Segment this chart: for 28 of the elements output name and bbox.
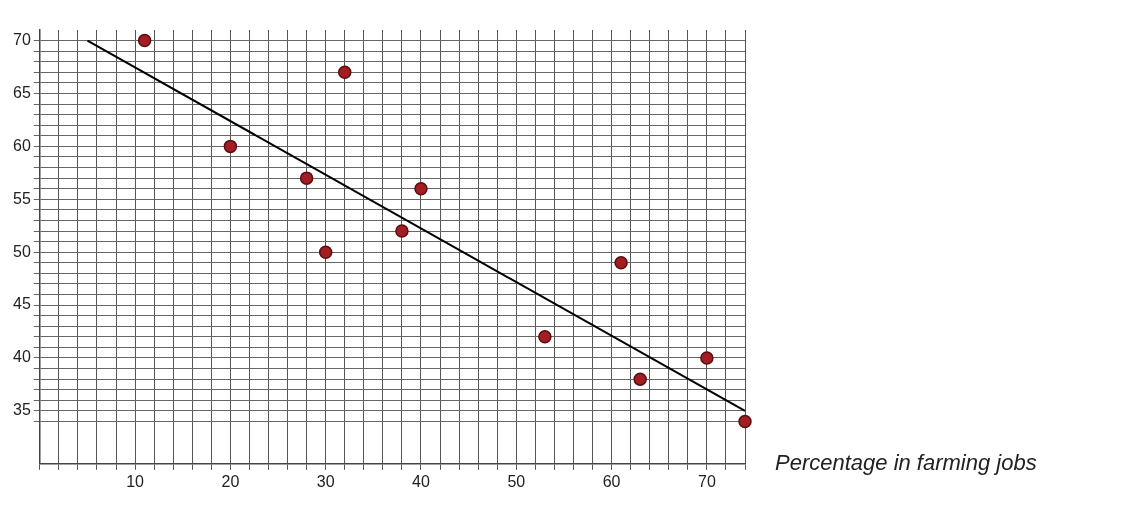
y-tick-label: 70 bbox=[13, 30, 31, 48]
point bbox=[137, 33, 152, 48]
x-tick-label: 20 bbox=[221, 472, 240, 490]
x-tick-label: 10 bbox=[126, 472, 145, 490]
y-tick-label: 40 bbox=[13, 348, 31, 366]
point bbox=[538, 330, 552, 344]
y-tick-label: 35 bbox=[13, 401, 31, 419]
x-tick-label: 50 bbox=[507, 472, 526, 490]
y-tick-label: 60 bbox=[13, 136, 31, 154]
y-tick-label: 55 bbox=[13, 189, 31, 207]
point bbox=[738, 414, 752, 429]
x-tick-label: 30 bbox=[316, 472, 335, 490]
point bbox=[299, 171, 314, 185]
point bbox=[700, 351, 714, 365]
point bbox=[338, 65, 352, 80]
y-tick-label: 65 bbox=[13, 83, 31, 101]
point bbox=[395, 224, 409, 238]
x-axis-title: Percentage in farming jobs bbox=[775, 449, 1037, 475]
point bbox=[614, 256, 628, 270]
point bbox=[414, 181, 428, 196]
x-tick-label: 60 bbox=[602, 472, 621, 490]
point bbox=[223, 139, 238, 154]
x-tick-label: 40 bbox=[412, 472, 430, 490]
x-tick-label: 70 bbox=[697, 472, 716, 490]
y-tick-label: 45 bbox=[13, 295, 31, 313]
y-tick-label: 50 bbox=[13, 242, 31, 260]
point bbox=[318, 245, 333, 259]
point bbox=[633, 372, 647, 386]
